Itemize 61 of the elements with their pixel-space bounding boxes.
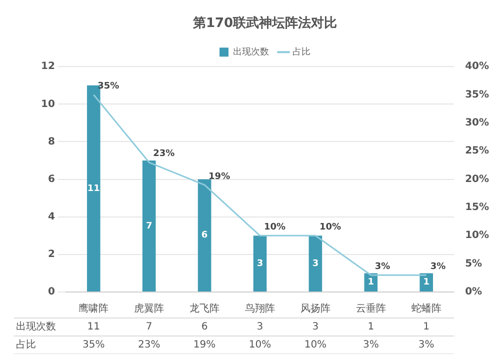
x-tick-label: 云垂阵 xyxy=(356,302,386,315)
text: 3% xyxy=(430,262,446,272)
text: 出现次数 xyxy=(16,322,56,333)
y-tick-label: 12 xyxy=(40,61,55,72)
bar xyxy=(420,273,433,292)
text: 23% xyxy=(153,149,175,160)
data-label: 19% xyxy=(193,340,216,351)
data-label: 23% xyxy=(138,340,160,351)
text: 7 xyxy=(146,221,152,232)
legend-label: 出现次数 xyxy=(233,46,269,58)
text: 占比 xyxy=(16,340,36,351)
y2-tick-label: 25% xyxy=(465,146,489,157)
y2-tick-label: 30% xyxy=(465,118,489,129)
data-label: 6 xyxy=(201,322,208,333)
text: 3 xyxy=(312,258,319,269)
x-tick-label: 龙飞阵 xyxy=(190,302,220,315)
text: 6 xyxy=(201,230,208,241)
text: 1 xyxy=(423,278,430,288)
bar xyxy=(253,236,267,292)
text: 11 xyxy=(87,184,100,194)
y2-tick-label: 40% xyxy=(465,61,489,72)
data-label: 3 xyxy=(256,322,264,333)
data-label: 11 xyxy=(87,322,100,333)
y2-tick-label: 0% xyxy=(465,286,482,298)
bar xyxy=(142,160,156,292)
y2-tick-label: 20% xyxy=(465,174,489,185)
data-label: 35% xyxy=(82,340,105,351)
legend-label: 占比 xyxy=(292,46,310,58)
text: 3 xyxy=(256,258,264,269)
y2-tick-label: 5% xyxy=(465,258,482,270)
data-label: 7 xyxy=(146,322,152,333)
bar xyxy=(308,236,322,292)
y-tick-label: 6 xyxy=(48,174,55,185)
text: 10% xyxy=(319,222,341,232)
x-tick-label: 蛇蟠阵 xyxy=(411,302,442,315)
text: 3% xyxy=(374,262,390,272)
text: 19% xyxy=(208,172,230,182)
chart-title: 第170联武神坛阵法对比 xyxy=(192,15,338,32)
bar xyxy=(198,179,212,292)
text: 1 xyxy=(368,278,374,288)
data-label: 1 xyxy=(368,322,374,333)
y-tick-label: 4 xyxy=(48,211,55,222)
data-label: 1 xyxy=(423,322,430,333)
y-tick-label: 8 xyxy=(48,136,55,148)
text: 35% xyxy=(98,82,120,92)
data-label: 10% xyxy=(248,340,272,351)
x-tick-label: 鸟翔阵 xyxy=(244,302,275,315)
data-label: 3% xyxy=(418,340,434,351)
data-label: 3 xyxy=(312,322,319,333)
y2-tick-label: 10% xyxy=(465,230,489,242)
data-label: 3% xyxy=(362,340,379,351)
y-tick-label: 0 xyxy=(48,286,55,298)
y-tick-label: 2 xyxy=(48,249,55,260)
y-tick-label: 10 xyxy=(40,98,55,110)
y2-tick-label: 35% xyxy=(465,89,489,100)
x-tick-label: 虎翼阵 xyxy=(134,302,164,315)
x-tick-label: 鹰啸阵 xyxy=(78,302,109,315)
x-tick-label: 风扬阵 xyxy=(300,302,330,315)
text: 10% xyxy=(264,222,286,232)
data-label: 10% xyxy=(304,340,327,351)
y2-tick-label: 15% xyxy=(465,202,489,214)
